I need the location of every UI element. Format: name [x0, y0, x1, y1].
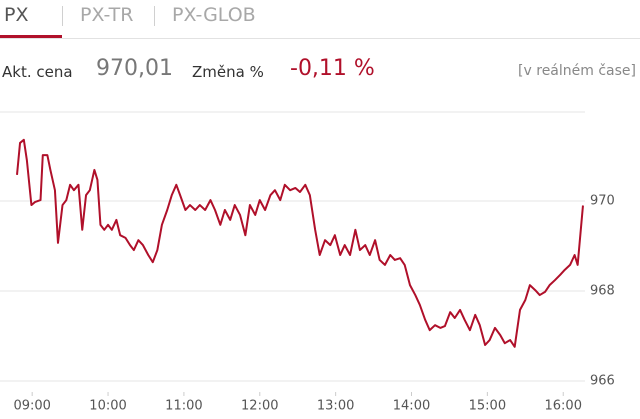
tab[interactable]: PX-TR	[80, 4, 134, 26]
separator	[154, 6, 155, 26]
x-tick-label: 14:00	[393, 399, 430, 414]
y-tick-label: 970	[590, 194, 615, 209]
quote-row: Akt. cena 970,01 Změna % -0,11 % [v reál…	[0, 56, 640, 90]
x-tick-label: 16:00	[545, 399, 582, 414]
x-tick-label: 15:00	[469, 399, 506, 414]
realtime-note: [v reálném čase]	[518, 63, 636, 79]
price-label: Akt. cena	[2, 63, 73, 81]
separator	[62, 6, 63, 26]
tab[interactable]: PX-GLOB	[172, 4, 256, 26]
tab-bar: PX PX-TR PX-GLOB	[0, 0, 640, 39]
x-tick-label: 10:00	[89, 399, 126, 414]
x-tick-label: 13:00	[317, 399, 354, 414]
y-tick-label: 968	[590, 284, 615, 299]
x-tick-label: 11:00	[165, 399, 202, 414]
change: -0,11 %	[290, 56, 375, 81]
price: 970,01	[96, 56, 173, 81]
y-tick-label: 966	[590, 374, 615, 389]
tab[interactable]: PX	[4, 4, 29, 26]
price-line	[16, 138, 584, 348]
change-label: Změna %	[192, 63, 264, 81]
x-tick-label: 12:00	[241, 399, 278, 414]
x-tick-label: 09:00	[13, 399, 50, 414]
active-tab-indicator	[0, 35, 62, 38]
